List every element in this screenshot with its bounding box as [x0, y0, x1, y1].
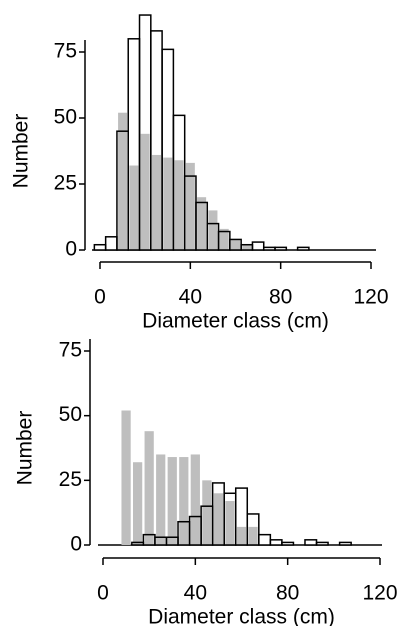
y-tick-label: 75 [54, 40, 77, 63]
gray-bar [185, 162, 195, 250]
x-tick-label: 80 [269, 286, 292, 309]
x-tick-label: 120 [362, 582, 397, 605]
bar-fill [270, 539, 282, 545]
gray-bar [179, 457, 189, 545]
gray-bar [140, 133, 150, 250]
y-tick-label: 25 [54, 172, 77, 195]
gray-bar [197, 197, 207, 250]
x-tick-label: 40 [184, 582, 207, 605]
gray-bar [219, 228, 229, 250]
gray-bar [129, 165, 139, 250]
x-axis-label: Diameter class (cm) [148, 606, 335, 626]
gray-bar [144, 431, 154, 545]
x-axis-label: Diameter class (cm) [142, 310, 329, 333]
gray-bar [208, 210, 218, 250]
gray-bar [230, 239, 241, 250]
gray-bar [167, 457, 177, 545]
outlined-bar [296, 246, 310, 251]
bar-fill [139, 15, 151, 251]
x-tick-label: 40 [179, 286, 202, 309]
y-tick-label: 25 [59, 468, 82, 491]
x-tick-label: 0 [94, 286, 106, 309]
y-tick-label: 0 [70, 533, 82, 556]
bar-fill [162, 49, 174, 250]
bar-fill [235, 488, 248, 545]
gray-bar [133, 462, 143, 545]
outlined-bar [338, 541, 352, 546]
outlined-bar [246, 513, 260, 546]
gray-bar [236, 526, 247, 545]
gray-bar [242, 244, 252, 250]
bar-fill [304, 539, 317, 545]
y-tick-label: 75 [59, 339, 82, 362]
gray-bar [190, 454, 200, 545]
bar-fill [258, 534, 271, 545]
x-tick-label: 120 [353, 286, 388, 309]
y-axis-label: Number [10, 114, 33, 189]
x-tick-label: 0 [97, 582, 109, 605]
y-axis-label: Number [14, 411, 37, 486]
gray-bar [156, 454, 166, 545]
gray-bar [225, 501, 235, 545]
outlined-bar [251, 241, 265, 251]
y-tick-label: 0 [65, 238, 77, 261]
bar-fill [94, 244, 106, 250]
bar-fill [150, 30, 163, 250]
outlined-bar [315, 541, 329, 546]
outlined-bar [281, 541, 295, 546]
outlined-bar [274, 246, 288, 251]
bar-fill [339, 542, 352, 545]
bar-fill [105, 236, 117, 250]
gray-bar [213, 493, 224, 545]
gray-bar [202, 480, 212, 545]
bar-fill [128, 38, 140, 250]
bar-fill [252, 242, 264, 250]
y-tick-label: 50 [59, 403, 82, 426]
bar-fill [316, 542, 329, 545]
gray-bar [163, 157, 173, 250]
x-tick-label: 80 [276, 582, 299, 605]
y-tick-label: 50 [54, 106, 77, 129]
gray-bar [118, 112, 128, 250]
bar-fill [275, 247, 287, 250]
gray-bar [121, 410, 131, 545]
gray-bar [151, 154, 161, 250]
bar-fill [297, 247, 309, 250]
gray-bar [174, 160, 184, 250]
bar-fill [263, 247, 276, 250]
bar-fill [281, 542, 294, 545]
gray-bar [248, 526, 258, 545]
